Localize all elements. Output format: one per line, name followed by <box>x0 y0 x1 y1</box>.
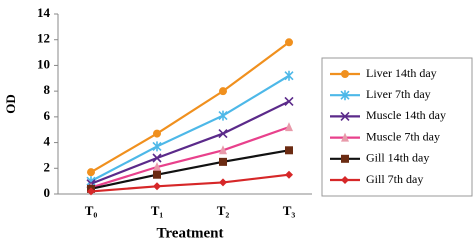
x-tick-label: T₀ <box>85 203 98 218</box>
marker <box>219 145 227 155</box>
series-line <box>90 149 290 190</box>
marker <box>340 111 350 121</box>
legend-label: Muscle 14th day <box>366 108 446 122</box>
legend-label: Muscle 7th day <box>366 129 440 143</box>
y-tick-label: 12 <box>37 31 50 46</box>
x-tick-label: T₃ <box>283 203 296 218</box>
marker <box>218 110 228 121</box>
marker <box>285 38 293 47</box>
marker <box>152 141 162 152</box>
marker <box>153 182 161 191</box>
series-line <box>90 100 290 185</box>
marker <box>218 129 228 139</box>
legend-label: Liver 14th day <box>366 66 437 80</box>
y-tick-label: 8 <box>44 82 51 97</box>
marker <box>340 90 350 101</box>
marker <box>341 154 349 163</box>
marker <box>341 132 349 142</box>
marker <box>153 129 161 138</box>
marker <box>152 153 162 163</box>
series-line <box>90 126 290 189</box>
series-line <box>90 41 290 174</box>
x-tick-label: T₂ <box>217 203 230 218</box>
marker <box>153 170 161 179</box>
legend-label: Liver 7th day <box>366 87 431 101</box>
marker <box>219 87 227 96</box>
x-axis-label: Treatment <box>157 225 224 241</box>
marker <box>285 170 293 179</box>
marker <box>219 157 227 166</box>
marker <box>87 187 95 196</box>
y-tick-label: 10 <box>37 56 50 71</box>
marker <box>284 70 294 81</box>
marker <box>153 162 161 171</box>
marker <box>285 122 293 132</box>
legend-box <box>321 57 473 197</box>
marker <box>341 70 349 78</box>
marker <box>341 176 349 184</box>
y-axis-label: OD <box>3 94 18 114</box>
legend-label: Gill 14th day <box>366 151 429 165</box>
y-tick-label: 2 <box>44 159 51 174</box>
y-tick-label: 4 <box>44 134 51 149</box>
series-line <box>90 74 290 183</box>
x-tick-label: T₁ <box>151 203 164 218</box>
marker <box>219 178 227 187</box>
y-tick-label: 6 <box>44 108 51 123</box>
marker <box>285 146 293 155</box>
series-line <box>90 173 290 193</box>
marker <box>87 168 95 177</box>
marker <box>284 96 294 106</box>
legend-label: Gill 7th day <box>366 172 423 186</box>
y-tick-label: 14 <box>37 5 51 20</box>
y-tick-label: 0 <box>44 185 51 200</box>
